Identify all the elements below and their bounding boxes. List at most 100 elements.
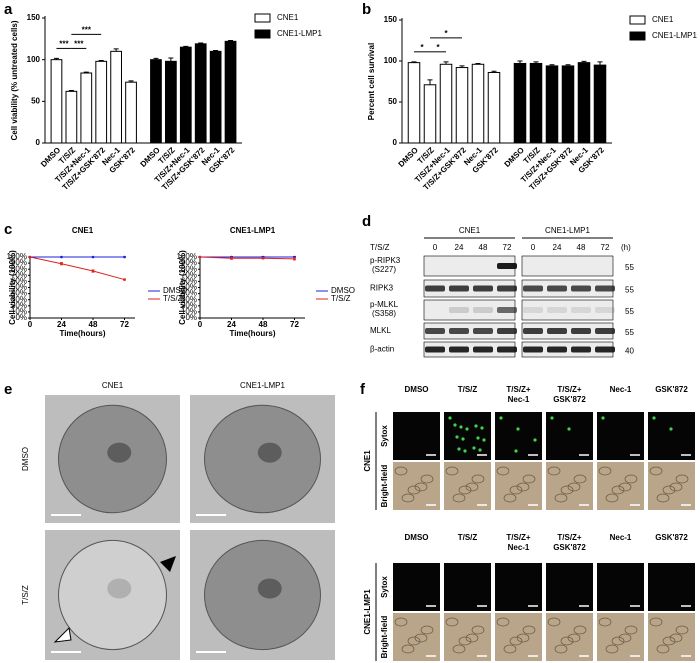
y-tick-label: 50%	[11, 283, 27, 292]
cell	[516, 633, 530, 643]
cell	[509, 636, 523, 646]
nucleus	[257, 578, 282, 599]
cell	[522, 625, 536, 635]
nucleus	[107, 578, 132, 599]
error-bar	[168, 57, 174, 62]
y-tick-label: 80%	[181, 264, 197, 273]
point	[261, 256, 265, 260]
cell	[420, 474, 434, 484]
chart-title: CNE1	[72, 226, 94, 235]
blot-band	[595, 346, 615, 353]
row-label: Bright-field	[380, 465, 389, 508]
cell	[669, 482, 683, 492]
bar	[125, 81, 137, 144]
blot-band	[449, 346, 469, 353]
y-tick-label: 150	[384, 15, 398, 24]
legend-label: DMSO	[331, 286, 355, 295]
cell	[394, 466, 408, 476]
bar	[577, 62, 591, 144]
significance-label: ***	[74, 40, 84, 49]
cell	[547, 466, 561, 476]
cell	[554, 644, 568, 654]
cell	[407, 636, 421, 646]
bar	[194, 43, 207, 144]
cell	[598, 617, 612, 627]
y-tick-label: 60%	[11, 277, 27, 286]
bar	[179, 46, 192, 144]
legend-label: CNE1	[652, 15, 674, 24]
sytox-dot	[567, 427, 571, 431]
panel-label: b	[362, 1, 371, 18]
error-bar	[213, 50, 219, 52]
error-bar	[128, 80, 134, 83]
x-tick-label: DMSO	[503, 146, 526, 169]
blot-band	[523, 285, 543, 292]
column-label: Nec-1	[610, 533, 632, 542]
cell	[624, 474, 638, 484]
blot-band	[497, 307, 517, 313]
cell	[452, 644, 466, 654]
x-axis-label: Time(hours)	[229, 329, 275, 338]
x-tick-label: 72	[120, 320, 129, 329]
cell	[471, 474, 485, 484]
mw-marker: 55	[625, 286, 634, 295]
error-bar	[533, 61, 539, 64]
blot-band	[547, 285, 567, 292]
sytox-dot	[463, 449, 467, 453]
blot-band	[547, 328, 567, 334]
row-label: Sytox	[380, 576, 389, 598]
column-label: GSK'872	[553, 543, 586, 552]
legend-swatch	[629, 15, 646, 25]
cell	[560, 636, 574, 646]
sytox-image	[444, 563, 491, 611]
cell	[618, 482, 632, 492]
cell	[445, 617, 459, 627]
error-bar	[68, 90, 74, 92]
y-tick-label: 40%	[181, 289, 197, 298]
error-bar	[183, 45, 189, 48]
cell	[547, 617, 561, 627]
blot-band	[497, 263, 517, 269]
bar	[471, 63, 485, 144]
x-tick-label: 48	[259, 320, 268, 329]
cell	[611, 485, 625, 495]
sytox-image	[597, 563, 644, 611]
site-label: (S358)	[372, 309, 396, 318]
column-label: Nec-1	[610, 385, 632, 394]
cell	[675, 474, 689, 484]
column-label: T/S/Z+	[557, 385, 582, 394]
column-label: T/S/Z+	[506, 385, 531, 394]
mw-marker: 55	[625, 328, 634, 337]
cell	[496, 617, 510, 627]
y-axis-label: Cell viability (100%)	[178, 250, 187, 325]
error-bar	[198, 42, 204, 44]
sytox-dot	[465, 427, 469, 431]
cell	[394, 617, 408, 627]
y-tick-label: 90%	[11, 258, 27, 267]
significance-label: *	[444, 29, 448, 38]
mw-marker: 55	[625, 307, 634, 316]
blot-band	[523, 346, 543, 353]
sytox-dot	[499, 416, 503, 420]
cell	[471, 625, 485, 635]
blot-group-label: CNE1	[459, 226, 481, 235]
y-tick-label: 0	[36, 138, 41, 147]
cell	[656, 644, 670, 654]
sytox-dot	[461, 437, 465, 441]
point	[91, 269, 95, 273]
bar	[561, 65, 575, 144]
cell	[560, 485, 574, 495]
row-label: T/S/Z	[21, 585, 30, 605]
sytox-image	[546, 563, 593, 611]
cell	[401, 644, 415, 654]
point	[91, 255, 95, 259]
blot-strip	[521, 255, 614, 277]
error-bar	[475, 62, 481, 65]
column-label: T/S/Z	[458, 533, 478, 542]
sytox-image	[393, 563, 440, 611]
protein-label: RIPK3	[370, 284, 394, 293]
y-tick-label: 30%	[181, 295, 197, 304]
point	[28, 255, 32, 259]
y-tick-label: 30%	[11, 295, 27, 304]
error-bar	[443, 61, 449, 65]
